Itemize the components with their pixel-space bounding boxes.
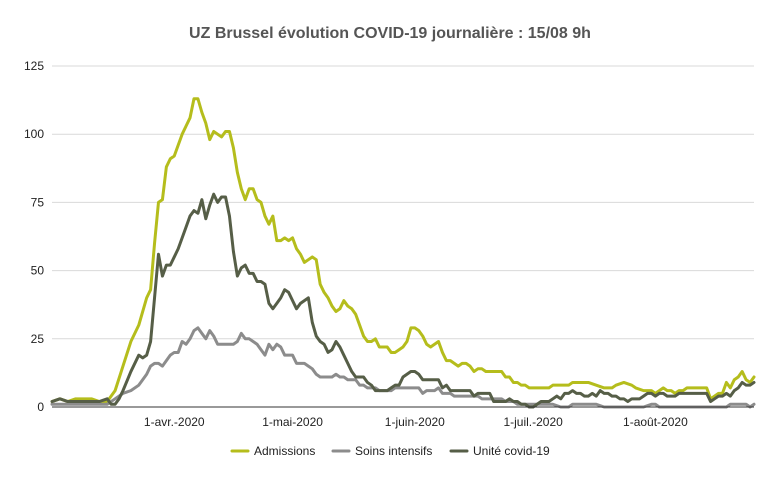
x-tick-label-4: 1-août-2020 bbox=[623, 415, 688, 429]
y-tick-label-75: 75 bbox=[31, 195, 45, 209]
y-axis-ticks: 0 25 50 75 100 125 bbox=[24, 59, 44, 414]
x-tick-label-0: 1-avr.-2020 bbox=[144, 415, 205, 429]
legend-label-2: Unité covid-19 bbox=[473, 444, 550, 458]
x-tick-label-2: 1-juin-2020 bbox=[385, 415, 445, 429]
x-tick-label-3: 1-juil.-2020 bbox=[503, 415, 563, 429]
x-tick-label-1: 1-mai-2020 bbox=[262, 415, 323, 429]
y-tick-label-50: 50 bbox=[31, 264, 45, 278]
series-line-2 bbox=[50, 192, 756, 409]
chart-title: UZ Brussel évolution COVID-19 journalièr… bbox=[189, 25, 591, 42]
series-line-0 bbox=[50, 97, 756, 404]
series-lines bbox=[50, 97, 756, 409]
series-line-1 bbox=[50, 326, 756, 409]
x-axis-ticks: 1-avr.-2020 1-mai-2020 1-juin-2020 1-juil.-… bbox=[144, 415, 688, 429]
y-tick-label-100: 100 bbox=[24, 127, 44, 141]
y-tick-label-125: 125 bbox=[24, 59, 44, 73]
legend-label-1: Soins intensifs bbox=[355, 444, 432, 458]
y-tick-label-25: 25 bbox=[31, 332, 45, 346]
legend-label-0: Admissions bbox=[254, 444, 315, 458]
grid-lines bbox=[52, 65, 754, 340]
y-tick-label-0: 0 bbox=[37, 400, 44, 414]
legend: Admissions Soins intensifs Unité covid-19 bbox=[230, 444, 550, 458]
